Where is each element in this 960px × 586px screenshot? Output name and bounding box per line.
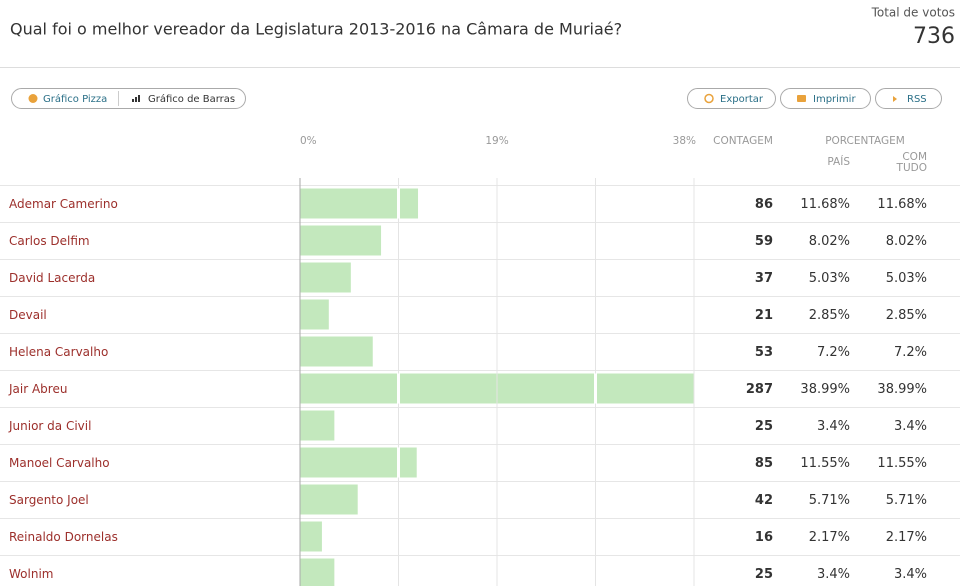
vote-count: 85 [755,456,773,471]
candidate-name: Manoel Carvalho [9,456,110,470]
button-frame[interactable] [780,88,871,109]
button-label[interactable]: Gráfico de Barras [148,93,235,105]
candidate-name: Carlos Delfim [9,234,90,248]
candidate-name: Reinaldo Dornelas [9,530,118,544]
percent-country: 7.2% [817,345,850,360]
bar [300,262,351,293]
total-value: 736 [913,24,955,49]
percent-all: 7.2% [894,345,927,360]
percent-country: 3.4% [817,419,850,434]
bars-button[interactable]: Gráfico de Barras [132,93,235,105]
x-tick-label: 19% [485,135,508,147]
button-label[interactable]: Imprimir [813,94,856,105]
bar [300,410,335,441]
bars-icon [138,95,140,102]
candidate-name: Junior da Civil [8,419,91,433]
rss-button[interactable]: RSS [875,88,942,109]
export-icon [704,93,714,104]
candidate-name: Helena Carvalho [9,345,108,359]
vote-count: 53 [755,345,773,360]
bars-icon [135,97,137,102]
total-label: Total de votos [871,6,955,20]
print-icon [797,95,806,102]
percent-all: 2.85% [886,308,927,323]
percent-all: 5.71% [886,493,927,508]
bar [300,336,373,367]
percent-country: 5.71% [809,493,850,508]
bar [300,225,382,256]
candidate-name: Devail [9,308,47,322]
button-label[interactable]: Gráfico Pizza [43,93,107,105]
column-header: PORCENTAGEM [825,135,905,147]
percent-all: 3.4% [894,419,927,434]
vote-count: 59 [755,234,773,249]
export-button[interactable]: Exportar [687,88,776,109]
rss-icon [893,96,897,102]
percent-country: 2.17% [809,530,850,545]
vote-count: 25 [755,419,773,434]
candidate-name: Sargento Joel [9,493,89,507]
view-toggle [11,88,246,109]
print-button[interactable]: Imprimir [780,88,871,109]
percent-all: 8.02% [886,234,927,249]
percent-country: 2.85% [809,308,850,323]
bar [300,521,322,552]
candidate-name: Ademar Camerino [9,197,118,211]
vote-count: 16 [755,530,773,545]
percent-all: 3.4% [894,567,927,582]
vote-count: 25 [755,567,773,582]
x-tick-label: 0% [300,135,317,147]
percent-all: 38.99% [877,382,927,397]
percent-all: 11.68% [877,197,927,212]
percent-country: 5.03% [809,271,850,286]
candidate-name: Jair Abreu [8,382,67,396]
candidate-name: Wolnim [9,567,53,581]
column-header: PAÍS [827,155,850,168]
bar [300,558,335,586]
percent-country: 11.55% [800,456,850,471]
bars-icon [132,99,134,102]
button-frame[interactable] [687,88,776,109]
candidate-name: David Lacerda [9,271,95,285]
pie-button[interactable]: Gráfico Pizza [28,93,108,105]
column-header: CONTAGEM [713,135,773,147]
x-tick-label: 38% [673,135,696,147]
percent-all: 11.55% [877,456,927,471]
percent-all: 2.17% [886,530,927,545]
button-label[interactable]: Exportar [720,94,764,105]
vote-count: 37 [755,271,773,286]
percent-country: 3.4% [817,567,850,582]
pie-icon [28,94,38,103]
button-label[interactable]: RSS [907,94,927,105]
vote-count: 21 [755,308,773,323]
column-header: COM TUDO [896,151,927,174]
button-frame[interactable] [875,88,942,109]
bar [300,188,419,219]
percent-country: 11.68% [800,197,850,212]
vote-count: 287 [746,382,773,397]
poll-title: Qual foi o melhor vereador da Legislatur… [10,20,622,39]
vote-count: 86 [755,197,773,212]
vote-count: 42 [755,493,773,508]
percent-all: 5.03% [886,271,927,286]
bar [300,484,358,515]
bar [300,299,329,330]
percent-country: 8.02% [809,234,850,249]
percent-country: 38.99% [800,382,850,397]
